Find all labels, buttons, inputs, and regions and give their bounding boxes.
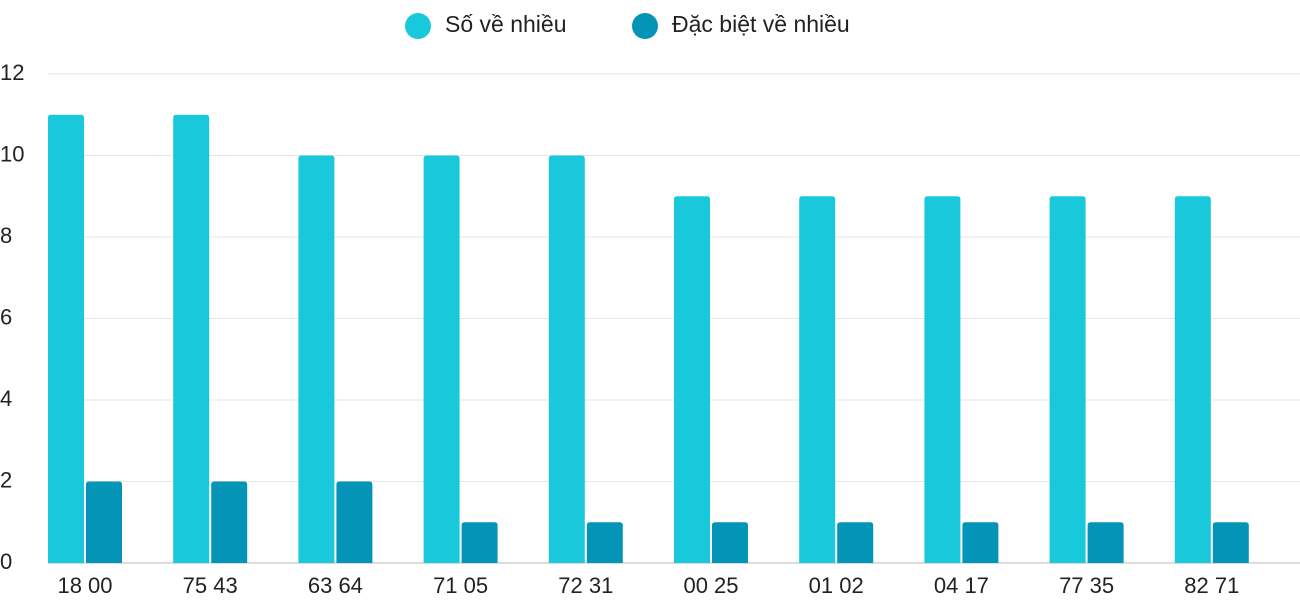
y-tick-label: 8 xyxy=(0,223,12,248)
bar xyxy=(211,481,248,563)
x-tick-label: 72 31 xyxy=(558,573,613,598)
x-tick-label: 77 35 xyxy=(1059,573,1114,598)
bar xyxy=(423,155,460,563)
bar xyxy=(674,196,710,563)
bar xyxy=(962,522,999,563)
bar xyxy=(336,481,373,563)
y-tick-label: 4 xyxy=(0,386,12,411)
x-tick-label: 04 17 xyxy=(934,573,989,598)
legend-label: Đặc biệt về nhiều xyxy=(672,11,850,37)
bar xyxy=(461,522,498,563)
bar xyxy=(1087,522,1124,563)
x-tick-label: 00 25 xyxy=(683,573,738,598)
x-tick-label: 63 64 xyxy=(308,573,363,598)
x-tick-label: 71 05 xyxy=(433,573,488,598)
bar xyxy=(799,196,836,563)
y-tick-label: 10 xyxy=(0,141,24,166)
y-tick-label: 2 xyxy=(0,467,12,492)
x-tick-label: 75 43 xyxy=(183,573,238,598)
bar xyxy=(548,155,585,563)
bar xyxy=(1174,196,1211,563)
bar xyxy=(1049,196,1086,563)
x-tick-label: 01 02 xyxy=(809,573,864,598)
y-tick-label: 12 xyxy=(0,60,24,85)
x-tick-label: 18 00 xyxy=(57,573,112,598)
y-tick-label: 6 xyxy=(0,304,12,329)
y-tick-label: 0 xyxy=(0,549,12,574)
legend-marker xyxy=(405,13,431,39)
bar xyxy=(712,522,748,563)
bar xyxy=(173,114,210,563)
x-tick-label: 82 71 xyxy=(1184,573,1239,598)
bar xyxy=(837,522,874,563)
bar xyxy=(586,522,623,563)
bar xyxy=(298,155,335,563)
bar xyxy=(48,114,84,563)
legend-marker xyxy=(632,13,658,39)
legend-label: Số về nhiều xyxy=(445,11,566,37)
bar xyxy=(924,196,961,563)
bar xyxy=(86,481,122,563)
bar xyxy=(1212,522,1249,563)
